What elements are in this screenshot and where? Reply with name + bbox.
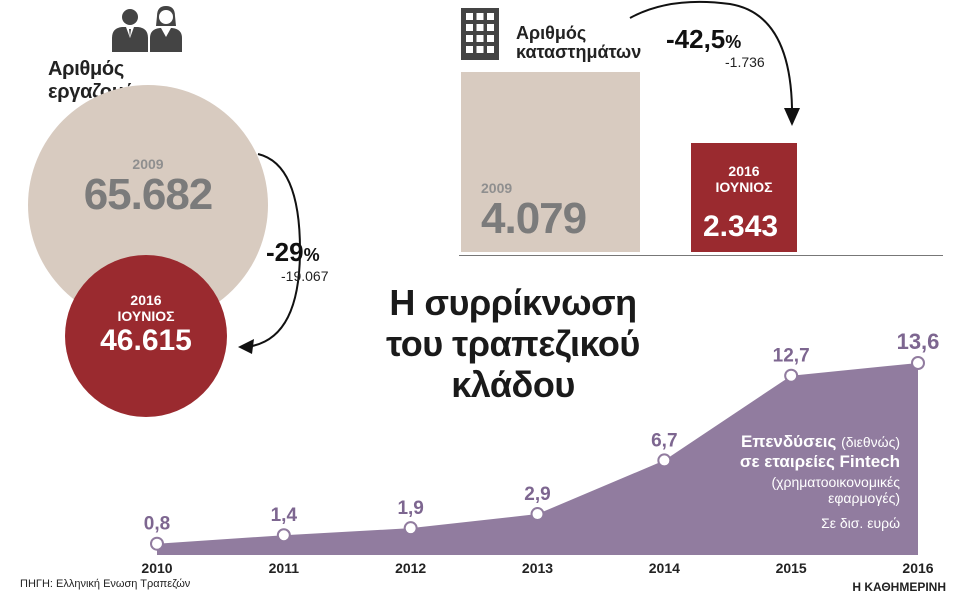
data-point-2012 — [403, 521, 418, 536]
employees-2009-year: 2009 — [132, 156, 164, 172]
stores-title: Αριθμός καταστημάτων — [516, 24, 641, 62]
value-label-2010: 0,8 — [144, 514, 170, 535]
employees-change-pct-symbol: % — [303, 245, 320, 265]
stores-change-pct-number: -42,5 — [666, 24, 726, 54]
stores-2009-bar — [461, 72, 640, 252]
source-note: ΠΗΓΗ: Ελληνική Ενωση Τραπεζών — [20, 578, 191, 590]
employees-change-abs: -19.067 — [281, 268, 329, 284]
stores-2016-bar — [691, 143, 797, 252]
stores-2016-year-line1: 2016 — [728, 163, 760, 179]
value-label-2012: 1,9 — [397, 498, 423, 519]
fintech-area — [157, 363, 918, 555]
stores-change-pct: -42,5% — [666, 24, 741, 55]
headline-line2: του τραπεζικού — [386, 323, 640, 364]
data-point-2011 — [276, 528, 291, 543]
chart-labels-layer: 0,8 2010 1,4 2011 1,9 2012 2,9 2013 6,7 2014 12,7 2… — [141, 329, 939, 576]
chart-subtitle-line2: εφαρμογές) — [828, 490, 900, 506]
x-tick-label-2016: 2016 — [902, 560, 933, 576]
employees-change-pct-number: -29 — [266, 237, 304, 267]
x-tick-label-2011: 2011 — [269, 560, 300, 576]
x-tick-label-2015: 2015 — [776, 560, 807, 576]
employees-2016-year-line2: ΙΟΥΝΙΟΣ — [117, 308, 175, 324]
value-label-2011: 1,4 — [271, 505, 298, 526]
employees-arrow — [238, 153, 302, 354]
headline-line3: κλάδου — [451, 364, 575, 405]
chart-area-layer — [157, 363, 918, 555]
stores-2016-year: 2016 ΙΟΥΝΙΟΣ — [691, 163, 797, 195]
employees-2016-year: 2016 ΙΟΥΝΙΟΣ — [65, 292, 227, 324]
stores-title-line2: καταστημάτων — [516, 42, 642, 62]
stores-baseline — [459, 255, 943, 256]
employees-change-pct: -29% — [266, 237, 320, 268]
chart-unit: Σε δισ. ευρώ — [821, 515, 900, 531]
data-point-2015 — [784, 368, 799, 383]
headline-line1: Η συρρίκνωση — [389, 282, 637, 323]
stores-change-abs: -1.736 — [725, 54, 765, 70]
stores-2009-value: 4.079 — [481, 194, 587, 243]
headline: Η συρρίκνωση του τραπεζικού κλάδου — [348, 282, 678, 405]
employees-2009-value: 65.682 — [83, 170, 214, 219]
data-point-2016 — [911, 356, 925, 370]
employees-2016-year-line1: 2016 — [130, 292, 162, 308]
employees-2016-circle — [65, 255, 227, 417]
chart-points-layer — [150, 356, 925, 551]
x-tick-label-2010: 2010 — [141, 560, 172, 576]
x-tick-label-2013: 2013 — [522, 560, 553, 576]
x-tick-label-2014: 2014 — [649, 560, 680, 576]
x-tick-label-2012: 2012 — [395, 560, 426, 576]
chart-title: Επενδύσεις (διεθνώς) σε εταιρείες Fintec… — [632, 432, 900, 472]
stores-2016-year-line2: ΙΟΥΝΙΟΣ — [715, 179, 773, 195]
employees-2016-value: 46.615 — [100, 324, 192, 357]
value-label-2014: 6,7 — [651, 430, 677, 451]
value-label-2013: 2,9 — [524, 484, 550, 505]
stores-change-pct-symbol: % — [725, 32, 742, 52]
chart-title-main: Επενδύσεις — [740, 432, 837, 451]
stores-title-line1: Αριθμός — [516, 23, 587, 43]
data-point-2013 — [530, 507, 545, 522]
people-icon — [112, 6, 182, 52]
stores-2009-year: 2009 — [481, 180, 513, 196]
building-icon — [461, 8, 499, 60]
chart-title-paren: (διεθνώς) — [841, 434, 900, 450]
data-point-2010 — [150, 536, 164, 551]
chart-subtitle-line1: (χρηματοοικονομικές — [771, 474, 900, 490]
publisher-brand: Η ΚΑΘΗΜΕΡΙΝΗ — [852, 580, 946, 594]
value-label-2016: 13,6 — [897, 329, 940, 354]
chart-title-line2: σε εταιρείες Fintech — [739, 452, 900, 471]
value-label-2015: 12,7 — [773, 346, 810, 367]
stores-2016-value: 2.343 — [703, 210, 779, 243]
chart-subtitle: (χρηματοοικονομικές εφαρμογές) — [632, 474, 900, 506]
stores-arrow — [629, 0, 800, 126]
data-point-2014 — [657, 453, 672, 468]
